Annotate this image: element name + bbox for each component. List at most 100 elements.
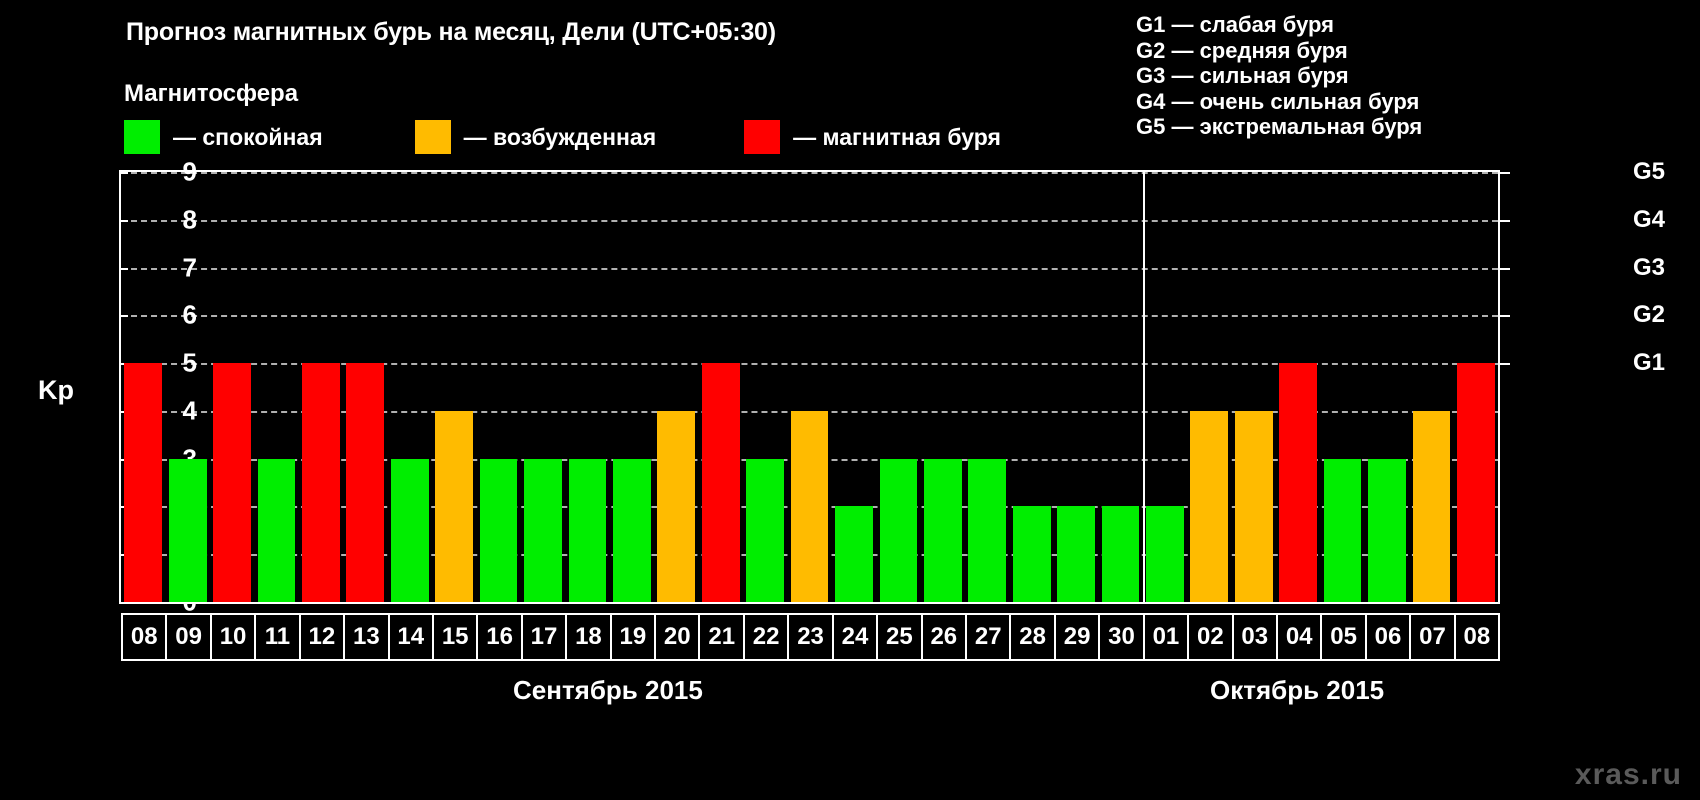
date-label: 11 bbox=[254, 613, 301, 661]
date-axis: 08 09 10 11 12 13 14 15 16 17 18 19 20 21 22 23 24 25 26 27… bbox=[121, 613, 1501, 661]
bar bbox=[479, 458, 518, 602]
bar bbox=[1146, 506, 1184, 602]
date-label: 24 bbox=[831, 613, 879, 661]
bar-cell bbox=[921, 172, 965, 602]
gridline bbox=[121, 363, 1498, 366]
date-label: 20 bbox=[654, 613, 701, 661]
date-label: 29 bbox=[1053, 613, 1101, 661]
bar-cell bbox=[965, 172, 1009, 602]
bar bbox=[213, 363, 251, 602]
bar-cell bbox=[654, 172, 698, 602]
date-label: 08 bbox=[121, 613, 168, 661]
bar-cell bbox=[787, 172, 831, 602]
bar-cell bbox=[565, 172, 609, 602]
month-label: Октябрь 2015 bbox=[1210, 675, 1385, 705]
y-tick-mark bbox=[119, 267, 128, 270]
y-tick-mark bbox=[119, 410, 128, 413]
legend-item-2: — магнитная буря bbox=[744, 120, 1001, 154]
g-scale-line-4: G4 — очень сильная буря bbox=[1136, 88, 1420, 114]
month-label: Сентябрь 2015 bbox=[513, 675, 703, 705]
y-tick-mark bbox=[119, 363, 128, 366]
y-tick-mark bbox=[119, 172, 128, 174]
bar bbox=[1190, 410, 1229, 602]
bar bbox=[524, 458, 562, 602]
date-label: 17 bbox=[520, 613, 568, 661]
bar bbox=[257, 458, 296, 602]
legend-swatch-icon bbox=[414, 120, 451, 154]
legend-label: — возбужденная bbox=[463, 123, 657, 150]
bar bbox=[657, 410, 696, 602]
date-label: 08 bbox=[1453, 613, 1501, 661]
bar-cell bbox=[876, 172, 920, 602]
g-tick-label: G2 bbox=[1633, 301, 1666, 329]
date-label: 01 bbox=[1142, 613, 1190, 661]
date-label: 04 bbox=[1275, 613, 1323, 661]
g-tick-mark bbox=[1500, 315, 1510, 318]
bar bbox=[612, 458, 651, 602]
bar-cell bbox=[1009, 172, 1053, 602]
y-tick-label: 6 bbox=[182, 299, 197, 330]
bar-cell bbox=[210, 172, 254, 602]
y-axis-title: Kp bbox=[38, 375, 74, 405]
date-label: 21 bbox=[698, 613, 745, 661]
y-tick-label: 5 bbox=[182, 347, 197, 378]
g-tick-label: G3 bbox=[1633, 253, 1666, 281]
bar-cell bbox=[299, 172, 343, 602]
g-tick-mark bbox=[1500, 219, 1510, 222]
bar-cell bbox=[1054, 172, 1098, 602]
g-tick-mark bbox=[1500, 172, 1510, 174]
g-tick-label: G5 bbox=[1633, 158, 1666, 185]
bar-cell bbox=[343, 172, 387, 602]
bar bbox=[1101, 506, 1140, 602]
bar-cell bbox=[1232, 172, 1276, 602]
gridline bbox=[121, 219, 1498, 222]
date-label: 15 bbox=[431, 613, 479, 661]
bar-cell bbox=[743, 172, 787, 602]
bar bbox=[1012, 506, 1051, 602]
bar bbox=[390, 458, 429, 602]
bar-cell bbox=[698, 172, 742, 602]
date-label: 16 bbox=[476, 613, 523, 661]
y-tick-mark bbox=[119, 219, 128, 222]
bar-cell bbox=[832, 172, 876, 602]
date-label: 07 bbox=[1409, 613, 1456, 661]
bar bbox=[746, 458, 784, 602]
g-scale-line-1: G1 — слабая буря bbox=[1136, 12, 1335, 37]
date-label: 27 bbox=[965, 613, 1012, 661]
bar-cell bbox=[1187, 172, 1231, 602]
date-label: 12 bbox=[298, 613, 346, 661]
legend-swatch-icon bbox=[744, 120, 781, 154]
date-label: 05 bbox=[1320, 613, 1367, 661]
date-label: 30 bbox=[1098, 613, 1145, 661]
date-label: 09 bbox=[165, 613, 212, 661]
y-tick-mark bbox=[119, 315, 128, 318]
date-label: 14 bbox=[387, 613, 434, 661]
magnetosphere-heading: Магнитосфера bbox=[124, 80, 299, 107]
g-scale-line-3: G3 — сильная буря bbox=[1136, 63, 1349, 88]
legend-item-0: — спокойная bbox=[124, 120, 323, 154]
legend-swatch-icon bbox=[124, 120, 160, 154]
g-scale-legend: G1 — слабая буря G2 — средняя буря G3 — си… bbox=[1136, 12, 1422, 140]
bar bbox=[923, 458, 962, 602]
y-tick-label: 8 bbox=[182, 204, 197, 235]
bar bbox=[302, 363, 340, 602]
bar bbox=[1234, 410, 1273, 602]
watermark: xras.ru bbox=[1574, 758, 1682, 791]
bar-cell bbox=[610, 172, 654, 602]
date-label: 02 bbox=[1187, 613, 1234, 661]
gridline bbox=[121, 315, 1498, 318]
bar bbox=[790, 410, 829, 602]
y-tick-mark bbox=[119, 506, 128, 509]
y-tick-mark bbox=[119, 554, 128, 557]
bar bbox=[124, 363, 163, 602]
bar bbox=[968, 458, 1007, 602]
bar-cell bbox=[388, 172, 432, 602]
bar bbox=[1456, 363, 1495, 602]
bar-cell bbox=[1276, 172, 1320, 602]
bar bbox=[1368, 458, 1406, 602]
date-label: 28 bbox=[1009, 613, 1056, 661]
y-tick-mark bbox=[119, 602, 128, 604]
g-tick-mark bbox=[1500, 267, 1510, 270]
bar-cell bbox=[1365, 172, 1409, 602]
